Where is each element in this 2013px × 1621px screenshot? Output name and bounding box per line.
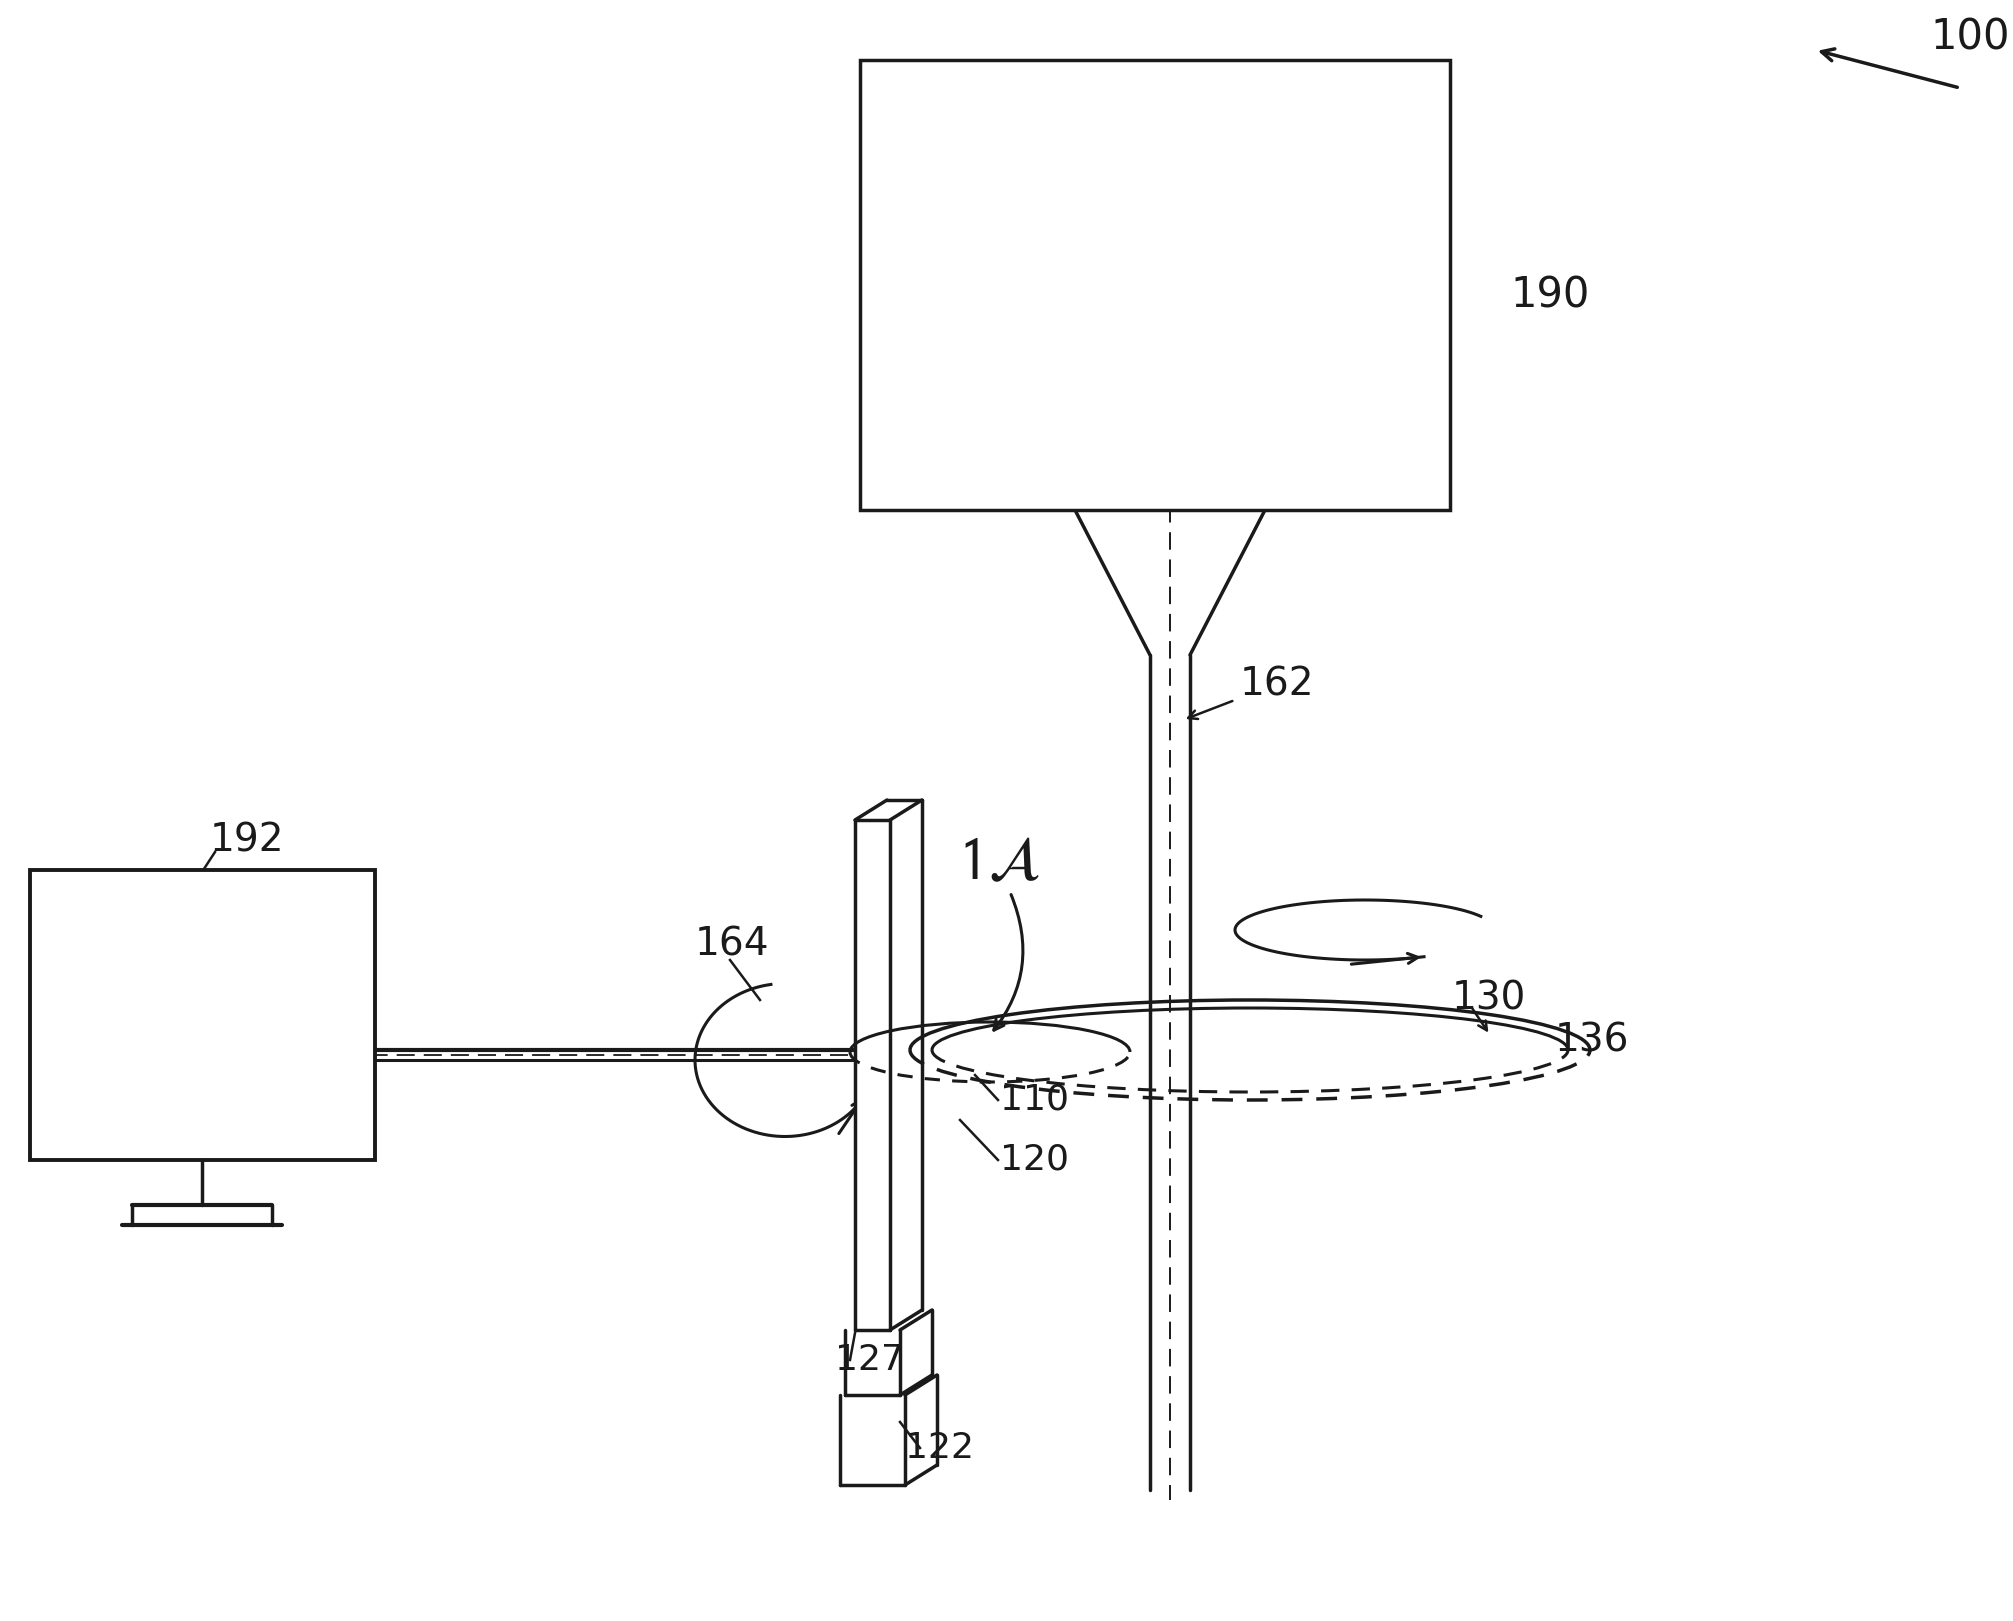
Text: 130: 130	[1451, 979, 1526, 1016]
Text: 122: 122	[906, 1431, 974, 1465]
Text: 192: 192	[209, 820, 284, 859]
Text: 136: 136	[1554, 1021, 1629, 1059]
Text: 127: 127	[835, 1344, 904, 1376]
Polygon shape	[856, 820, 890, 1329]
Text: 120: 120	[1000, 1143, 1069, 1177]
Text: 190: 190	[1510, 274, 1590, 316]
Bar	[30, 870, 374, 1161]
Bar	[860, 60, 1449, 511]
Text: $\mathcal{1A}$: $\mathcal{1A}$	[958, 832, 1041, 892]
Text: 110: 110	[1000, 1083, 1069, 1117]
Text: 164: 164	[694, 926, 769, 964]
Text: 100: 100	[1930, 16, 2009, 58]
Text: 162: 162	[1240, 666, 1314, 704]
